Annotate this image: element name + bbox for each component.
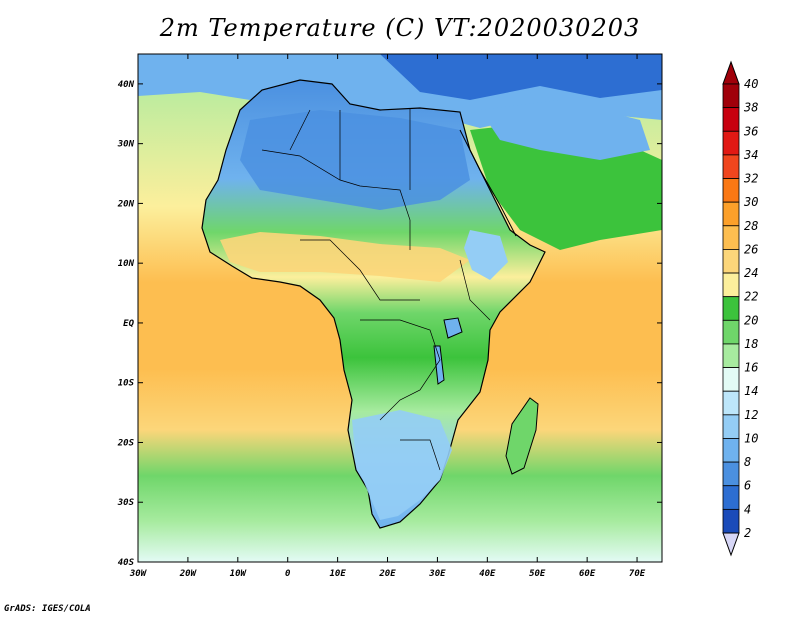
colorbar-swatch [722,272,740,298]
colorbar-swatch [722,201,740,227]
lat-tick-label: 30S [117,498,135,508]
colorbar-label: 20 [744,313,758,327]
lat-tick-label: 20S [117,438,135,448]
colorbar-swatch [722,178,740,203]
lat-tick-label: 40N [118,80,135,90]
lon-tick-label: 10E [329,569,346,579]
longitude-axis: 30W 20W 10W 0 10E 20E 30E 40E 50E 60E 70E [129,54,646,579]
europe-cold-region [380,54,662,100]
colorbar-label: 24 [744,266,758,280]
colorbar-swatch [722,249,740,274]
lat-tick-label: 40S [118,558,135,568]
colorbar-label: 28 [744,219,758,233]
colorbar-swatch [722,438,740,463]
lon-tick-label: 20W [179,569,198,579]
map-title: 2m Temperature (C) VT:2020030203 [159,14,641,42]
colorbar-swatch [722,319,740,345]
lat-tick-label: 10S [118,379,135,389]
colorbar-label: 16 [744,361,758,375]
ethiopian-highlands [464,230,508,280]
colorbar-swatch [722,343,740,368]
colorbar-swatch [722,414,740,439]
red-sea-coast [459,129,517,237]
colorbar-label: 14 [744,384,758,398]
colorbar-swatch [722,83,740,109]
south-africa-region [352,410,452,520]
colorbar-label: 6 [744,479,751,493]
colorbar-swatch [722,485,740,510]
madagascar [505,397,539,475]
lat-tick-label: 10N [118,259,135,269]
colorbar-swatch [722,130,740,156]
arabia-cool-region [480,100,650,160]
colorbar-label: 2 [744,526,751,540]
lake-victoria [443,317,463,339]
colorbar-swatch [722,154,740,179]
colorbar-label: 26 [744,242,758,256]
lon-tick-label: 30E [428,569,446,579]
colorbar-label: 22 [744,290,758,304]
colorbar-label: 8 [744,455,751,469]
colorbar-label: 12 [744,408,758,422]
colorbar-swatch [722,461,740,487]
colorbar-label: 36 [743,124,758,138]
colorbar-label: 30 [743,195,758,209]
colorbar-label: 34 [743,148,758,162]
lon-tick-label: 40E [479,569,496,579]
lake-tanganyika [433,345,445,385]
colorbar-label: 40 [744,77,758,91]
lat-tick-label: 30N [117,140,135,150]
colorbar-swatch [722,107,740,132]
lon-tick-label: 20E [378,569,396,579]
lat-tick-label: EQ [123,319,134,329]
colorbar-label: 4 [744,502,751,516]
credit-text: GrADS: IGES/COLA [4,604,91,614]
lon-tick-label: 70E [629,569,646,579]
colorbar-over-arrow [722,60,740,85]
colorbar: 40 38 36 34 32 30 28 26 24 22 20 18 16 14 12 10 8 6 4 2 [722,60,758,557]
map-plot-area [138,54,662,562]
lat-tick-label: 20N [117,199,135,209]
latitude-axis: 40N 30N 20N 10N EQ 10S 20S 30S 40S [117,80,662,568]
colorbar-swatch [722,225,740,250]
lon-tick-label: 0 [285,569,291,579]
colorbar-label: 32 [743,172,758,186]
lon-tick-label: 60E [579,569,596,579]
colorbar-swatch [722,390,740,416]
lon-tick-label: 30W [129,569,148,579]
colorbar-label: 38 [743,101,758,115]
lon-tick-label: 10W [230,569,248,579]
country-borders [261,108,491,471]
lon-tick-label: 50E [529,569,546,579]
colorbar-label: 18 [744,337,758,351]
colorbar-under-arrow [722,532,740,557]
sahel-region [220,232,470,282]
colorbar-swatch [722,296,740,321]
map-frame [137,53,663,563]
colorbar-label: 10 [744,431,758,445]
colorbar-swatch [722,508,740,534]
colorbar-swatch [722,367,740,392]
